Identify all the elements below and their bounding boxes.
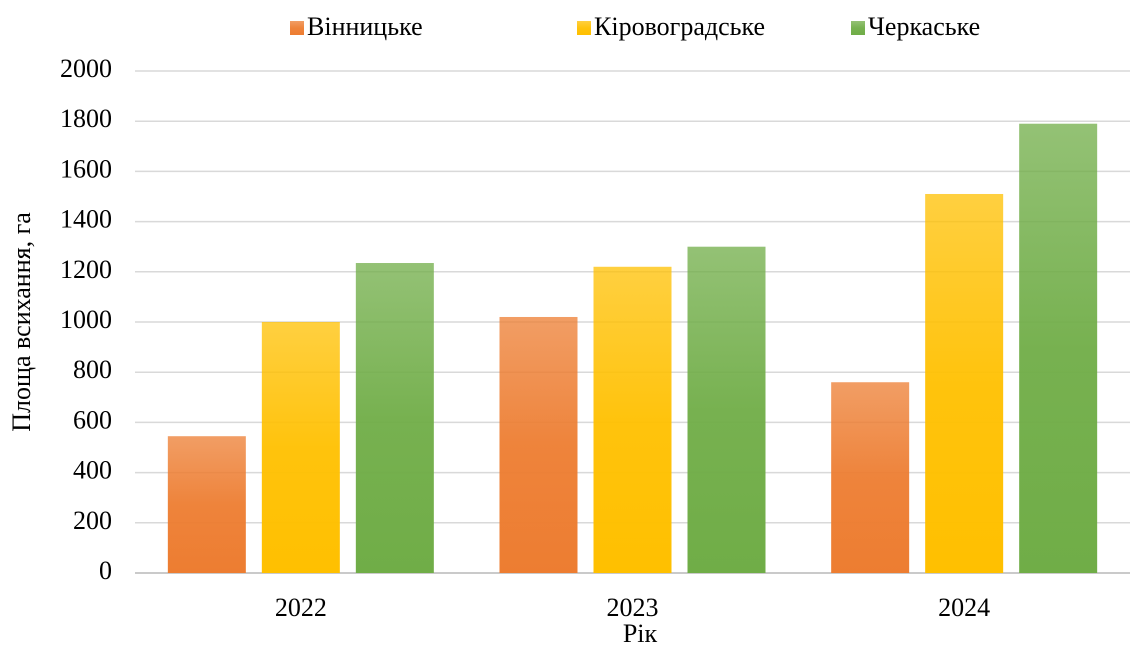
bar	[687, 246, 766, 573]
y-axis-title: Площа всихання, га	[7, 212, 36, 432]
x-tick-label: 2022	[275, 593, 327, 622]
bar	[499, 316, 578, 573]
bar	[355, 263, 434, 573]
x-tick-label: 2024	[938, 593, 990, 622]
y-tick-label: 200	[73, 506, 112, 535]
legend-label: Черкаське	[868, 12, 980, 41]
legend-swatch	[577, 21, 591, 35]
y-tick-label: 400	[73, 456, 112, 485]
legend-swatch	[290, 21, 304, 35]
x-tick-label: 2023	[607, 593, 659, 622]
y-tick-label: 600	[73, 405, 112, 434]
bar	[167, 436, 246, 573]
y-tick-label: 1200	[60, 255, 112, 284]
bar	[1019, 123, 1098, 574]
bar	[925, 193, 1004, 574]
y-tick-label: 1600	[60, 154, 112, 183]
bar	[593, 266, 672, 573]
y-tick-label: 1800	[60, 104, 112, 133]
x-axis-title: Рік	[623, 619, 658, 648]
legend-swatch	[851, 21, 865, 35]
y-tick-label: 800	[73, 355, 112, 384]
bar	[261, 322, 340, 573]
legend-label: Вінницьке	[307, 12, 423, 41]
legend-label: Кіровоградське	[594, 12, 765, 41]
y-tick-label: 0	[99, 556, 112, 585]
y-tick-label: 1400	[60, 205, 112, 234]
y-tick-label: 2000	[60, 54, 112, 83]
bar	[831, 382, 910, 573]
y-tick-label: 1000	[60, 305, 112, 334]
